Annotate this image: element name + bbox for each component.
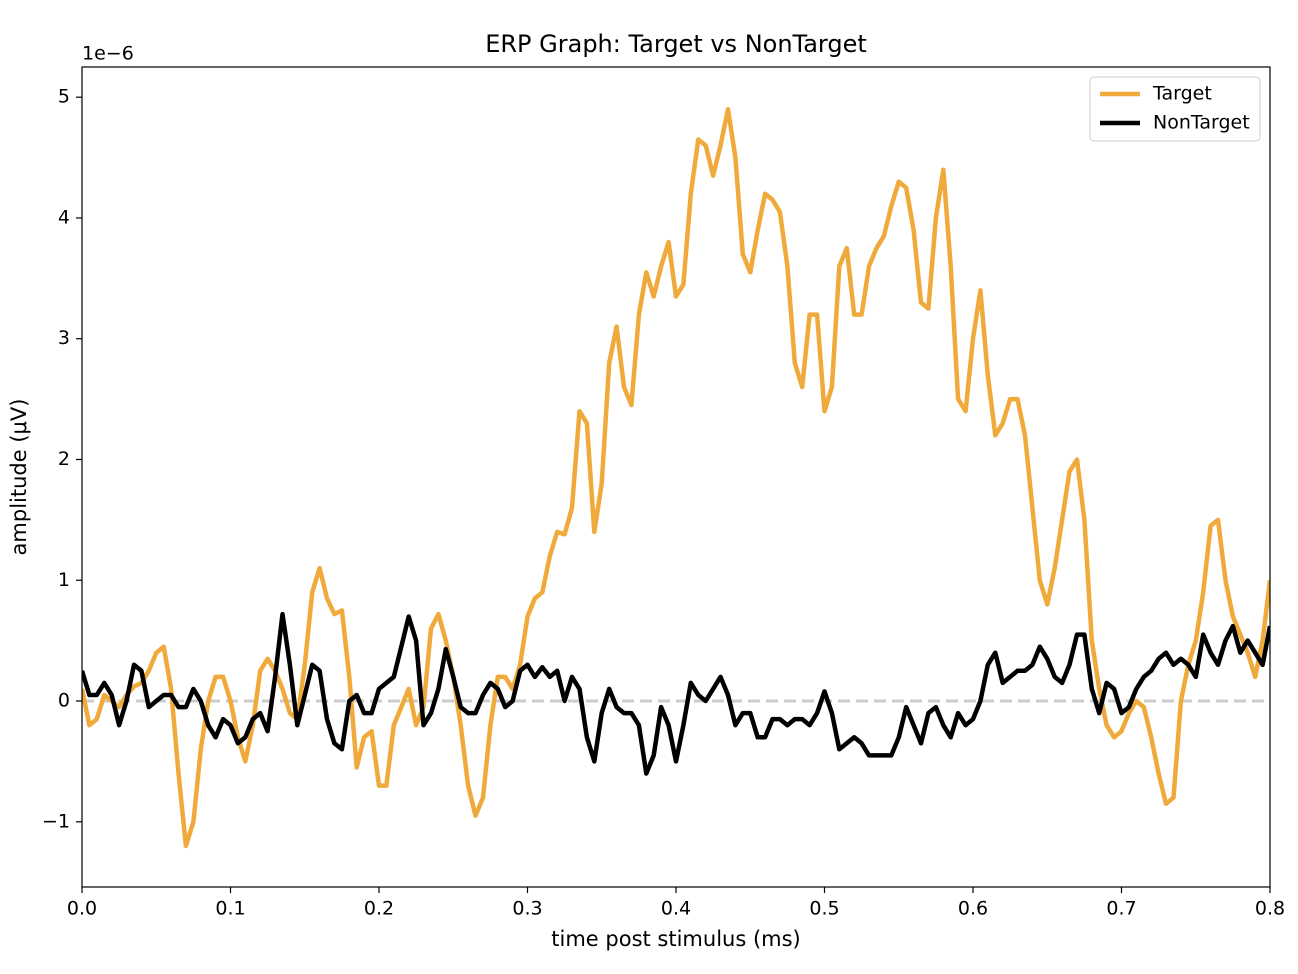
series-line: [82, 611, 1270, 776]
y-tick-label: 4: [58, 206, 70, 228]
y-tick-label: 5: [58, 86, 70, 108]
y-tick-label: 3: [58, 327, 70, 349]
x-tick-label: 0.7: [1106, 898, 1136, 920]
x-tick-label: 0.4: [661, 898, 691, 920]
plot-frame: [81, 66, 1271, 888]
x-tick-label: 0.0: [67, 898, 97, 920]
series-line: [82, 107, 1270, 849]
y-offset-label: 1e−6: [82, 43, 134, 65]
y-tick-label: −1: [42, 810, 70, 832]
x-tick-label: 0.2: [364, 898, 394, 920]
chart-title: ERP Graph: Target vs NonTarget: [485, 30, 867, 58]
legend-label: NonTarget: [1153, 112, 1250, 134]
y-tick-label: 0: [58, 690, 70, 712]
y-tick-label: 2: [58, 448, 70, 470]
x-tick-label: 0.1: [215, 898, 245, 920]
y-axis-label: amplitude (μV): [7, 399, 31, 556]
x-tick-label: 0.6: [958, 898, 988, 920]
x-tick-label: 0.5: [809, 898, 839, 920]
x-tick-label: 0.8: [1255, 898, 1285, 920]
legend-label: Target: [1152, 83, 1212, 105]
x-tick-label: 0.3: [512, 898, 542, 920]
x-axis-label: time post stimulus (ms): [551, 927, 800, 951]
y-tick-label: 1: [58, 569, 70, 591]
